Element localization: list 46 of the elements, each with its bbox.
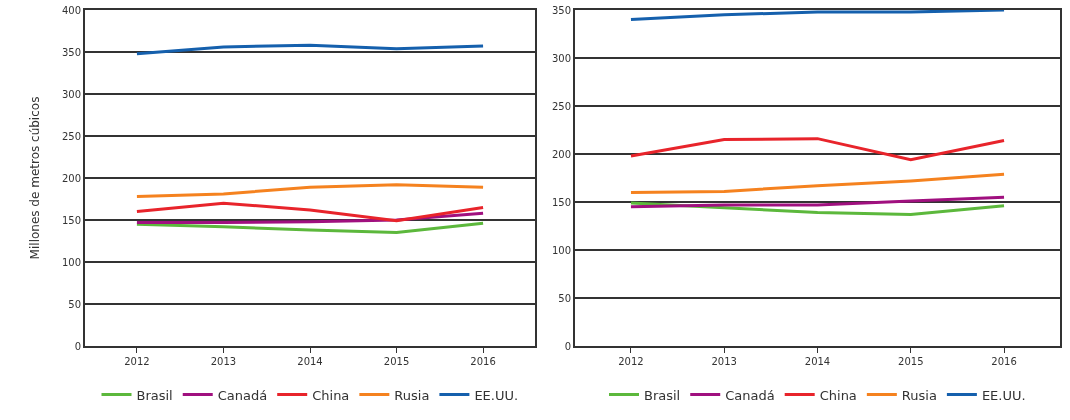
line-series [629,195,1006,209]
legend-label: EE.UU. [981,387,1026,403]
legend-label: Brasil [644,387,681,403]
y-tick-label: 300 [61,88,81,100]
x-tick-label: 2015 [383,356,410,367]
line-series [135,221,485,235]
y-tick-label: 350 [61,46,81,58]
x-tick-label: 2012 [124,356,150,367]
x-tick-label: 2016 [470,356,496,367]
x-tick-label: 2014 [297,356,323,367]
y-tick-label: 400 [61,4,81,16]
y-tick-label: 200 [61,172,81,184]
y-tick-label: 200 [551,148,571,160]
y-axis-title: Millones de metros cúbicos [27,96,42,260]
legend-label: EE.UU. [474,387,519,403]
line-series [135,183,485,198]
y-tick-label: 250 [61,130,81,142]
legend-label: Canadá [217,387,268,403]
x-tick-label: 2013 [210,356,237,367]
y-tick-label: 150 [551,196,571,208]
x-tick-label: 2016 [991,356,1017,367]
line-series [135,43,485,56]
y-tick-label: 50 [558,292,571,304]
x-tick-label: 2014 [804,356,831,367]
x-tick-label: 2013 [711,356,737,367]
y-tick-label: 50 [68,298,81,310]
legend-label: China [819,387,857,403]
y-tick-label: 350 [551,4,571,16]
y-tick-label: 300 [551,52,571,64]
line-series [629,10,1006,22]
legend-label: Canadá [725,387,775,403]
legend-label: China [312,387,350,403]
line-series [629,172,1006,194]
line-series [629,137,1006,162]
y-tick-label: 100 [61,256,81,268]
legend-label: Rusia [394,387,430,403]
x-tick-label: 2015 [898,356,924,367]
x-tick-label: 2012 [618,356,644,367]
y-tick-label: 250 [551,100,571,112]
y-tick-label: 0 [74,340,81,352]
line-series [135,201,485,223]
legend-label: Brasil [136,387,173,403]
y-tick-label: 0 [564,340,571,352]
y-tick-label: 150 [61,214,81,226]
legend-label: Rusia [901,387,937,403]
y-tick-label: 100 [551,244,571,256]
